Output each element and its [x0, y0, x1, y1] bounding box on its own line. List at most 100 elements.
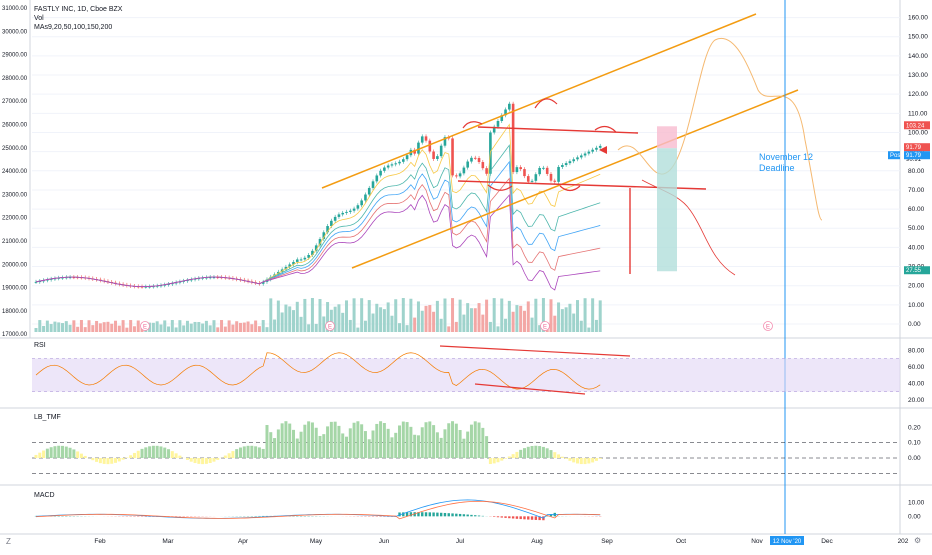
x-axis-tick: Jul	[456, 538, 465, 545]
tmf-bar	[417, 435, 420, 458]
volume-bar	[432, 312, 435, 332]
tmf-bar	[269, 432, 272, 458]
tmf-bar	[553, 452, 556, 458]
candle-body	[417, 143, 420, 154]
candle-body	[406, 155, 409, 159]
macd-histogram-bar	[531, 516, 533, 519]
tmf-bar	[194, 458, 197, 463]
volume-bar	[133, 326, 136, 332]
candle-body	[304, 258, 307, 260]
tmf-bar	[489, 458, 492, 464]
candle-body	[466, 162, 469, 168]
price-right-tick: 110.00	[908, 110, 928, 117]
candle-body	[485, 168, 488, 174]
candle-body	[497, 121, 500, 127]
tmf-bar	[557, 454, 560, 458]
volume-bar	[46, 321, 49, 332]
candle-body	[561, 165, 564, 167]
volume-bar	[194, 322, 197, 332]
volume-bar	[481, 315, 484, 332]
price-right-tick: 140.00	[908, 53, 928, 60]
tmf-tick: 0.10	[908, 440, 921, 447]
macd-histogram-bar	[455, 514, 457, 517]
macd-line	[36, 500, 600, 518]
tmf-bar	[375, 424, 378, 458]
tmf-bar	[216, 458, 219, 460]
candle-body	[531, 181, 534, 182]
candle-body	[470, 158, 473, 162]
tmf-bar	[421, 427, 424, 458]
tmf-bar	[133, 453, 136, 458]
reward-box	[657, 148, 677, 271]
tmf-bar	[247, 446, 250, 458]
tmf-bar	[110, 458, 113, 464]
macd-histogram-bar	[421, 512, 423, 516]
price-right-tick: 120.00	[908, 91, 928, 98]
volume-bar	[99, 323, 102, 332]
volume-bar	[201, 323, 204, 332]
price-left-tick: 23000.00	[2, 192, 28, 198]
volume-bar	[387, 302, 390, 332]
candle-body	[557, 167, 560, 182]
volume-bar	[580, 321, 583, 332]
tmf-bar	[288, 424, 291, 458]
tmf-bar	[504, 458, 507, 459]
tmf-bar	[425, 422, 428, 458]
price-left-tick: 26000.00	[2, 123, 28, 129]
tmf-bar	[326, 426, 329, 458]
arc-annotation	[535, 99, 557, 108]
volume-bar	[515, 305, 518, 332]
tmf-bar	[413, 435, 416, 458]
tmf-bar	[432, 425, 435, 458]
volume-bar	[561, 309, 564, 332]
tmf-bar	[281, 423, 284, 458]
candle-body	[538, 168, 541, 174]
tmf-bar	[353, 423, 356, 458]
candle-body	[300, 259, 303, 260]
volume-bar	[383, 309, 386, 332]
volume-bar	[474, 308, 477, 332]
candle-body	[584, 154, 587, 156]
tmf-bar	[474, 421, 477, 458]
zoom-icon[interactable]: Z	[6, 537, 11, 546]
tmf-bar	[595, 458, 598, 461]
candle-body	[463, 168, 466, 174]
tmf-bar	[527, 447, 530, 458]
tmf-tick: 0.00	[908, 455, 921, 462]
volume-bar	[447, 326, 450, 332]
gear-icon[interactable]: ⚙	[914, 536, 921, 545]
macd-histogram-bar	[448, 513, 450, 516]
tmf-bar	[330, 422, 333, 458]
volume-bar	[508, 301, 511, 332]
tmf-bar	[137, 451, 140, 458]
tmf-bar	[50, 447, 53, 458]
candle-body	[478, 158, 481, 162]
volume-bar	[106, 322, 109, 332]
tmf-bar	[53, 446, 56, 458]
tmf-bar	[572, 458, 575, 462]
volume-bar	[110, 324, 113, 332]
volume-bar	[265, 327, 268, 332]
price-left-tick: 30000.00	[2, 29, 28, 35]
volume-bar	[337, 304, 340, 332]
volume-bar	[53, 322, 56, 332]
volume-bar	[591, 298, 594, 332]
tmf-bar	[148, 446, 151, 458]
tmf-bar	[436, 432, 439, 458]
tmf-bar	[493, 458, 496, 463]
macd-histogram-bar	[527, 516, 529, 519]
price-left-tick: 29000.00	[2, 53, 28, 59]
candle-body	[576, 157, 579, 159]
tmf-bar	[95, 458, 98, 462]
tmf-bar	[167, 449, 170, 458]
volume-bar	[57, 322, 60, 332]
tmf-bar	[122, 458, 125, 460]
macd-signal-line	[36, 501, 600, 519]
volume-bar	[38, 320, 41, 332]
price-left-tick: 18000.00	[2, 309, 28, 315]
tmf-bar	[296, 439, 299, 458]
candle-body	[338, 214, 341, 217]
price-right-tick: 130.00	[908, 72, 928, 79]
